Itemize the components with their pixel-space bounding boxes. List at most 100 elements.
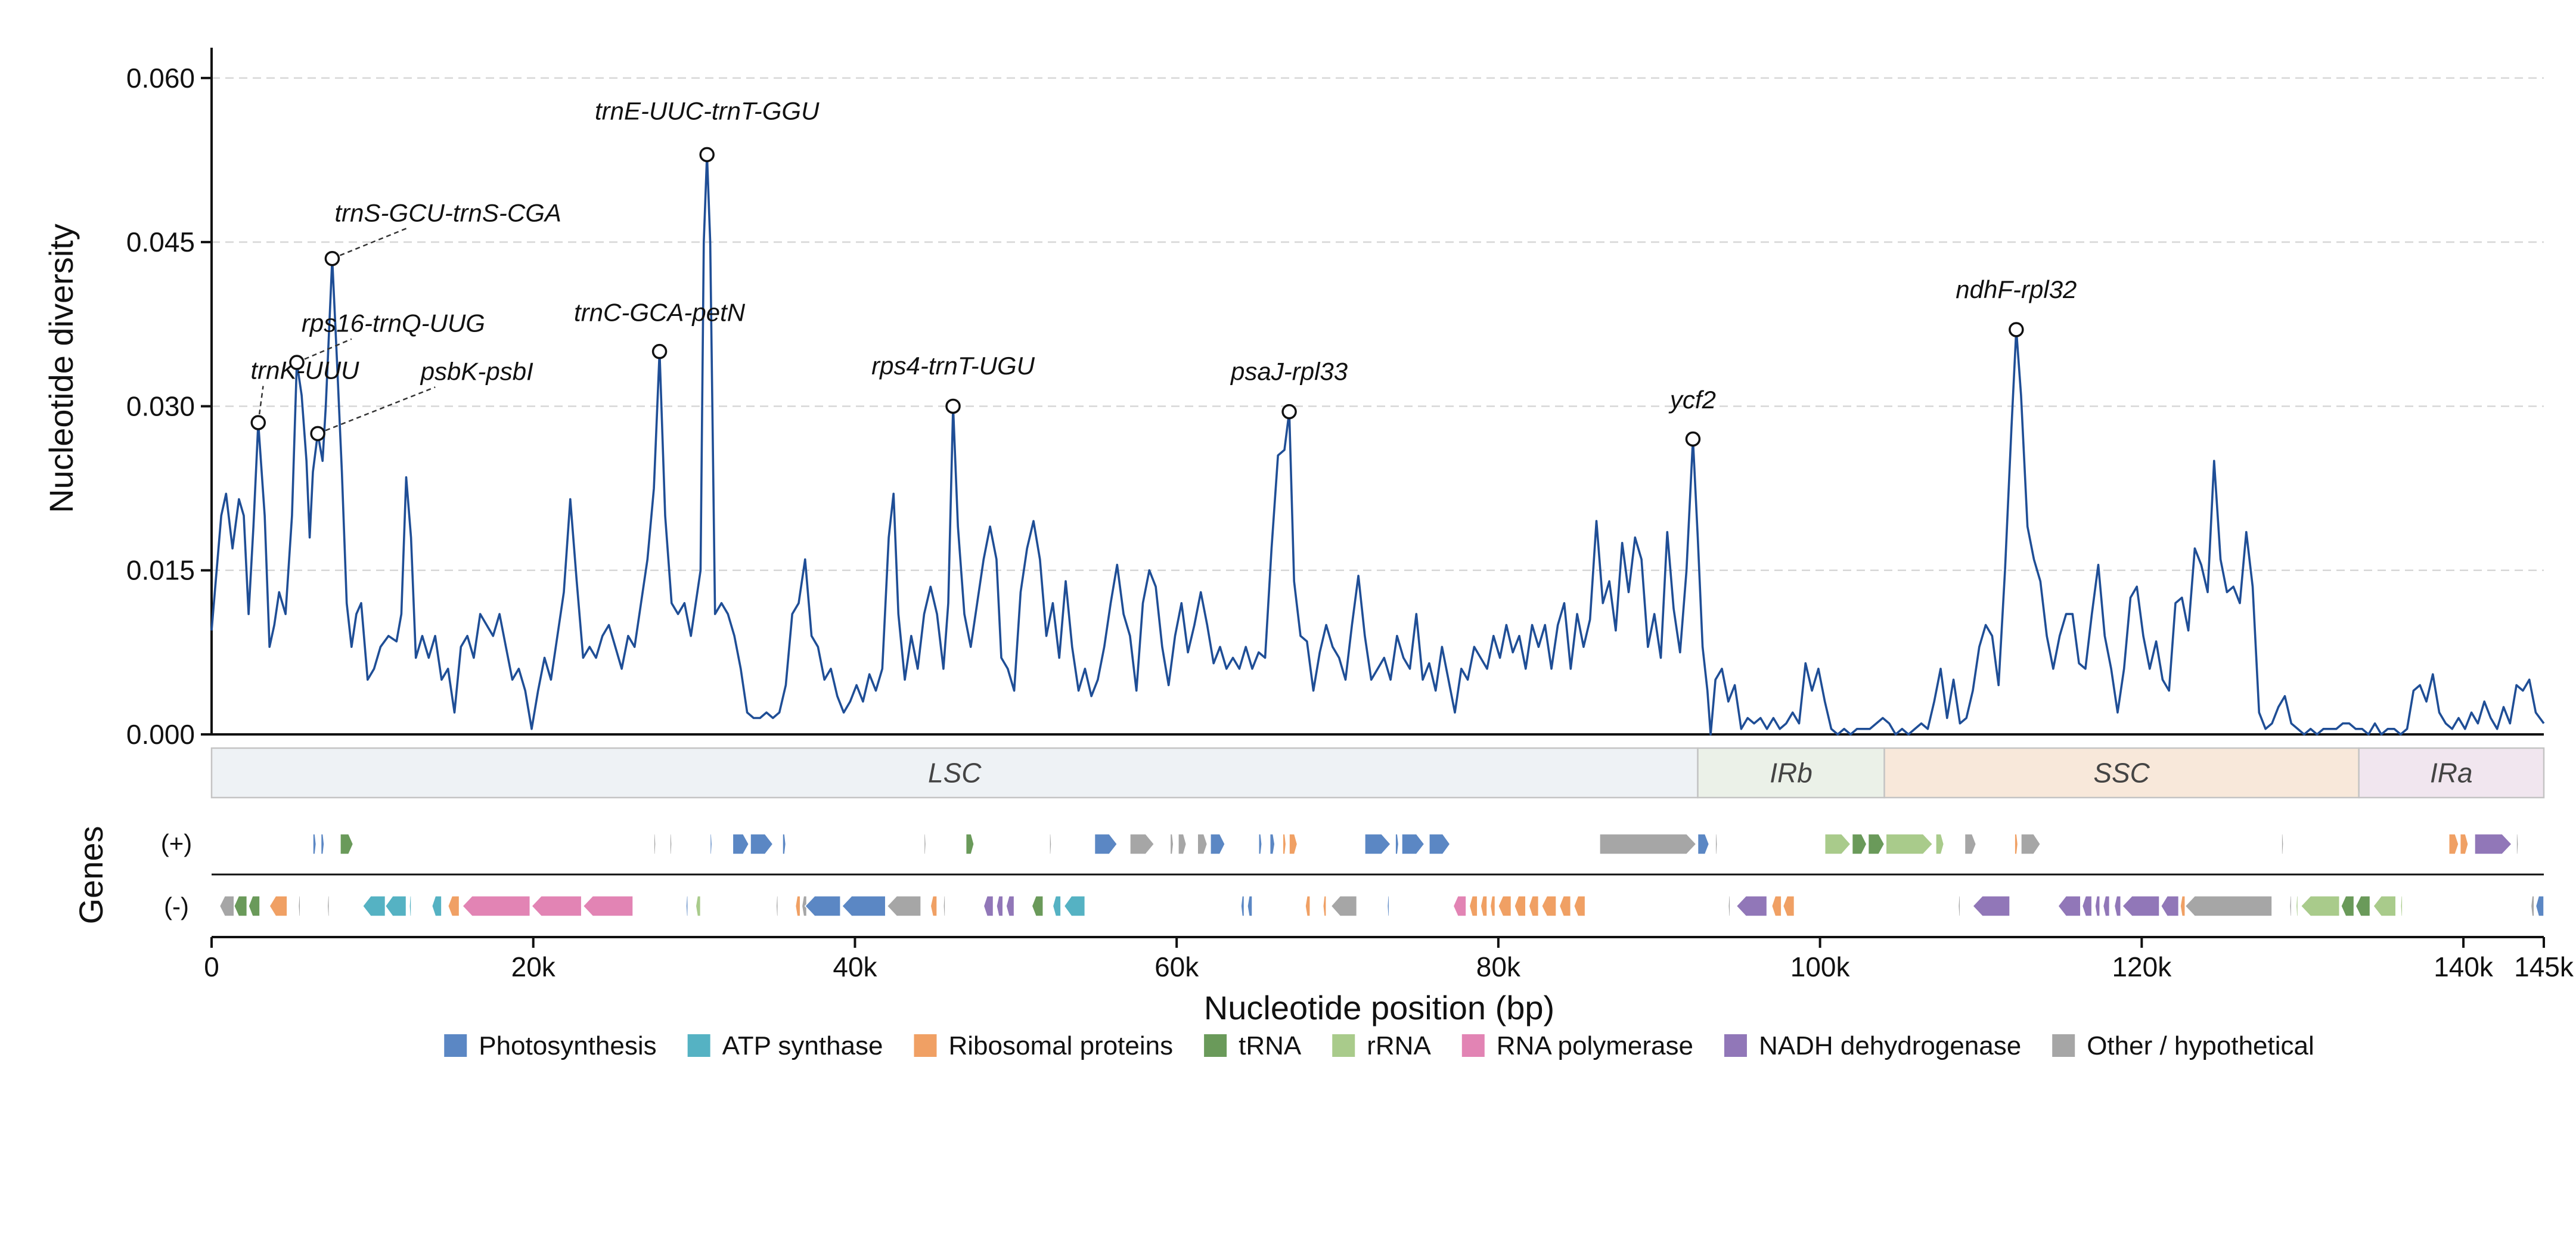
gene-arrow [248,895,260,917]
gene-arrow [1935,833,1945,855]
legend-item: Other / hypothetical [2052,1031,2314,1060]
annotation-leader [257,386,264,423]
legend-swatch [1724,1034,1747,1057]
peak-label: psaJ-rpl33 [1230,357,1348,385]
legend-swatch [1461,1034,1485,1057]
gene-arrow [1599,833,1697,855]
gene-arrow [804,895,841,917]
gene-arrow [1395,833,1399,855]
legend-item: RNA polymerase [1461,1031,1693,1060]
peak-label: rps4-trnT-UGU [871,352,1035,380]
region-band [2358,747,2545,799]
gene-arrow [1514,895,1526,917]
legend-item: rRNA [1332,1031,1431,1060]
legend-item: Photosynthesis [444,1031,657,1060]
gene-arrow [653,833,656,855]
x-tick-label: 100k [1790,951,1851,982]
grid-layer [212,77,2544,571]
strand-minus-label: (-) [164,892,189,920]
gene-arrow [965,833,974,855]
region-label: SSC [2093,758,2150,789]
gene-arrow [2160,895,2180,917]
x-tick-label: 40k [833,951,877,982]
gene-arrow [695,895,702,917]
gene-arrow [2081,895,2093,917]
gene-arrow [409,895,412,917]
gene-arrow [2535,895,2544,917]
legend-swatch [914,1034,937,1057]
gene-arrow [2300,895,2341,917]
gene-arrow [801,895,808,917]
gene-arrow [1169,833,1174,855]
gene-arrow [2021,833,2041,855]
peak-marker [289,355,305,370]
gene-arrow [1364,833,1392,855]
y-tick-label: 0.000 [126,719,195,750]
peak-marker [324,250,340,266]
gene-arrow [340,833,354,855]
gene-arrow [1469,895,1478,917]
gene-arrow [447,895,460,917]
gene-arrow [431,895,442,917]
gene-arrow [1736,895,1768,917]
gene-arrow [2113,895,2122,917]
gene-arrow [2281,833,2284,855]
gene-arrow [1322,895,1327,917]
gene-arrow [269,895,288,917]
region-label: IRb [1770,758,1812,789]
gene-arrow [1782,895,1795,917]
gene-arrow [1247,895,1253,917]
gene-arrow [2459,833,2469,855]
legend-swatch [2052,1034,2075,1057]
gene-arrow [2372,895,2397,917]
legend-swatch [687,1034,710,1057]
gene-arrow [1697,833,1710,855]
gene-arrow [233,895,248,917]
x-tick-label: 145k [2514,951,2574,982]
gene-arrow [1049,833,1052,855]
gene-arrow [841,895,886,917]
gene-arrow [1867,833,1885,855]
gene-arrow [1957,895,1961,917]
y-tick-label: 0.030 [126,390,195,421]
gene-arrow [297,895,301,917]
gene-arrow [1573,895,1586,917]
gene-arrow [1269,833,1275,855]
gene-arrow [1005,895,1015,917]
peak-marker [250,415,266,430]
gene-arrow [1330,895,1358,917]
y-axis-title: Nucleotide diversity [42,224,80,513]
y-tick-label: 0.015 [126,555,195,586]
gene-arrow [1498,895,1512,917]
gene-arrow [1851,833,1867,855]
gene-arrow [1771,895,1782,917]
gene-arrow [2341,895,2355,917]
genes-label: Genes [72,826,110,925]
gene-arrow [1129,833,1155,855]
region-track: LSC IRb SSC IRa [210,747,2545,799]
y-tick-label: 0.060 [126,63,195,94]
gene-arrow [1964,833,1977,855]
peak-label: rps16-trnQ-UUG [302,309,485,337]
gene-arrow [2014,833,2019,855]
x-tick-label: 80k [1476,951,1521,982]
gene-arrow [732,833,750,855]
legend-swatch [1332,1034,1355,1057]
gene-arrow [886,895,921,917]
gene-arrow [2121,895,2160,917]
peak-marker [1685,431,1701,447]
region-band [210,747,1699,799]
gene-arrow [775,895,778,917]
legend-items: Photosynthesis ATP synthase Ribosomal prot… [444,1031,2314,1060]
region-band [1883,747,2360,799]
peak-marker [2009,322,2024,337]
diversity-line-layer [210,153,2545,736]
legend-label: tRNA [1239,1031,1302,1060]
x-tick-label: 60k [1154,951,1199,982]
legend-label: RNA polymerase [1497,1031,1693,1060]
gene-arrow [1528,895,1540,917]
legend: Photosynthesis ATP synthase Ribosomal prot… [444,1031,2314,1060]
legend-item: ATP synthase [687,1031,883,1060]
gene-arrow [1715,833,1718,855]
diversity-line [210,153,2545,736]
